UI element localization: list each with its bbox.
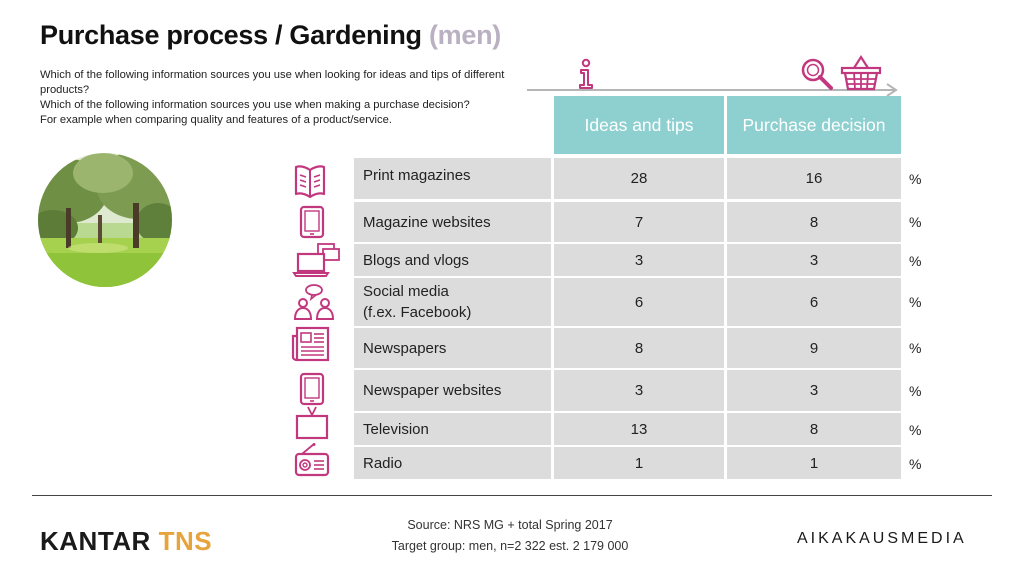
- percent-unit: %: [909, 294, 922, 310]
- value-decision: 16: [727, 158, 901, 199]
- row-label-line-1: Social media: [363, 283, 449, 300]
- value-ideas: 28: [554, 158, 724, 199]
- row-label-line-2: (f.ex. Facebook): [363, 304, 472, 321]
- row-label: Print magazines: [354, 158, 551, 199]
- value-decision: 8: [727, 413, 901, 445]
- people-chat-icon: [293, 284, 335, 320]
- table-row: Magazine websites 7 8: [354, 202, 901, 242]
- percent-unit: %: [909, 253, 922, 269]
- value-ideas: 13: [554, 413, 724, 445]
- row-label: Newspaper websites: [354, 370, 551, 411]
- open-book-icon: [294, 165, 326, 198]
- table-row: Newspaper websites 3 3: [354, 370, 901, 411]
- row-label: Magazine websites: [354, 202, 551, 242]
- value-ideas: 3: [554, 370, 724, 411]
- source-note: Source: NRS MG + total Spring 2017: [407, 518, 613, 532]
- tv-icon: [295, 406, 329, 440]
- value-ideas: 7: [554, 202, 724, 242]
- page-title: Purchase process / Gardening (men): [40, 20, 501, 51]
- footer-divider: [32, 495, 992, 496]
- percent-unit: %: [909, 340, 922, 356]
- tablet-icon: [299, 205, 325, 239]
- value-decision: 6: [727, 278, 901, 326]
- shopping-basket-icon: [840, 54, 882, 91]
- kantar-tns-logo: KANTAR TNS: [40, 526, 212, 557]
- value-ideas: 3: [554, 244, 724, 276]
- value-decision: 8: [727, 202, 901, 242]
- tns-logo-text: TNS: [158, 526, 213, 556]
- table-row: Television 13 8: [354, 413, 901, 445]
- column-header-ideas: Ideas and tips: [554, 96, 724, 154]
- column-header-decision: Purchase decision: [727, 96, 901, 154]
- row-label: Social media (f.ex. Facebook): [354, 278, 551, 326]
- newspaper-icon: [291, 326, 330, 362]
- question-line-1: Which of the following information sourc…: [40, 69, 505, 96]
- target-group-note: Target group: men, n=2 322 est. 2 179 00…: [391, 539, 629, 553]
- value-ideas: 6: [554, 278, 724, 326]
- value-decision: 9: [727, 328, 901, 368]
- value-ideas: 8: [554, 328, 724, 368]
- info-icon: [579, 58, 593, 89]
- question-line-2: Which of the following information sourc…: [40, 99, 470, 111]
- value-decision: 1: [727, 447, 901, 479]
- row-label: Blogs and vlogs: [354, 244, 551, 276]
- garden-photo: [38, 153, 172, 287]
- table-row: Radio 1 1: [354, 447, 901, 479]
- value-ideas: 1: [554, 447, 724, 479]
- radio-icon: [294, 443, 330, 477]
- title-suffix: (men): [428, 20, 501, 50]
- percent-unit: %: [909, 456, 922, 472]
- question-line-3: For example when comparing quality and f…: [40, 114, 392, 126]
- row-label: Newspapers: [354, 328, 551, 368]
- table-row: Social media (f.ex. Facebook) 6 6: [354, 278, 901, 326]
- table-row: Blogs and vlogs 3 3: [354, 244, 901, 276]
- row-label: Radio: [354, 447, 551, 479]
- table-row: Print magazines 28 16: [354, 158, 901, 199]
- magnifier-icon: [801, 58, 833, 90]
- title-main: Purchase process / Gardening: [40, 20, 422, 50]
- table-row: Newspapers 8 9: [354, 328, 901, 368]
- percent-unit: %: [909, 422, 922, 438]
- percent-unit: %: [909, 171, 922, 187]
- value-decision: 3: [727, 244, 901, 276]
- value-decision: 3: [727, 370, 901, 411]
- row-label: Television: [354, 413, 551, 445]
- kantar-logo-text: KANTAR: [40, 526, 151, 556]
- process-arrow: [527, 83, 898, 97]
- aikakausmedia-logo: AIKAKAUSMEDIA: [797, 530, 967, 547]
- laptop-windows-icon: [292, 243, 340, 277]
- percent-unit: %: [909, 383, 922, 399]
- tablet-icon: [299, 372, 325, 406]
- question-text: Which of the following information sourc…: [40, 68, 510, 128]
- percent-unit: %: [909, 214, 922, 230]
